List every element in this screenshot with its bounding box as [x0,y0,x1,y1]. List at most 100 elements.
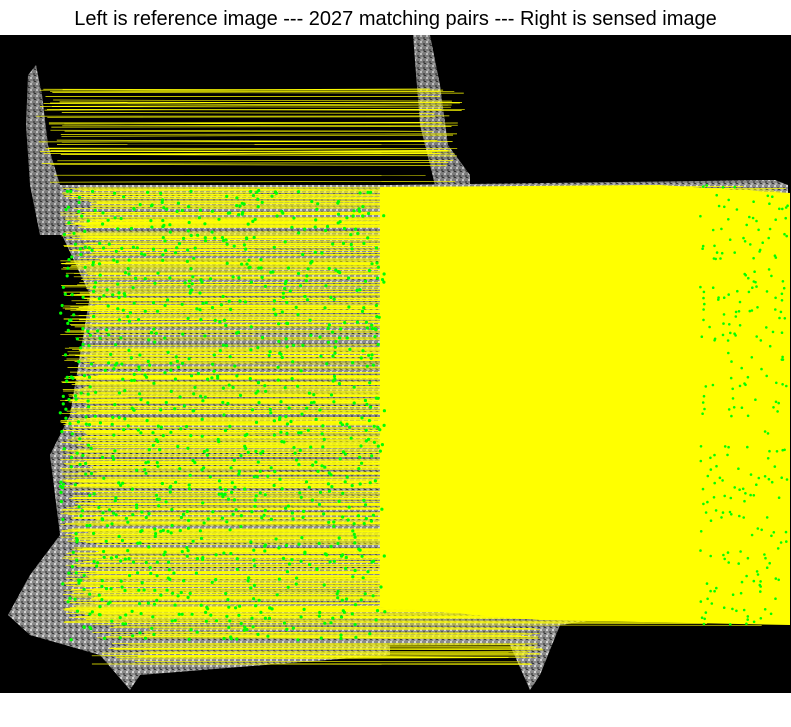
reference-keypoint [127,319,132,323]
reference-keypoint [237,276,241,280]
reference-keypoint [210,306,215,310]
sensed-keypoint [734,315,738,318]
match-line [64,582,717,585]
reference-keypoint [164,500,168,504]
reference-keypoint [329,393,334,397]
keypoints [58,184,789,642]
reference-keypoint [214,619,219,623]
reference-keypoint [92,289,96,294]
match-line [50,102,463,104]
reference-keypoint [162,206,166,210]
reference-keypoint [159,529,163,533]
reference-keypoint [322,583,326,587]
reference-keypoint [166,529,170,533]
reference-keypoint [98,273,102,277]
reference-keypoint [238,393,243,397]
sensed-keypoint [743,499,746,503]
match-line [97,390,780,393]
sensed-keypoint [728,238,732,241]
reference-keypoint [70,432,74,436]
sensed-keypoint [779,310,783,314]
reference-keypoint [252,235,256,240]
reference-keypoint [155,598,159,603]
reference-keypoint [176,444,180,449]
sensed-keypoint [771,195,774,198]
reference-keypoint [137,368,141,372]
reference-keypoint [299,615,303,619]
reference-keypoint [128,573,132,578]
reference-keypoint [252,548,256,552]
reference-keypoint [281,556,286,561]
reference-keypoint [98,421,102,425]
reference-keypoint [163,303,167,307]
reference-keypoint [227,299,231,303]
sensed-keypoint [784,216,787,220]
sensed-keypoint [701,244,705,248]
reference-keypoint [242,628,246,632]
reference-keypoint [174,480,178,484]
reference-keypoint [162,553,166,557]
reference-keypoint [192,256,196,260]
reference-keypoint [165,207,169,211]
reference-keypoint [144,471,148,475]
match-line [90,549,763,552]
reference-keypoint [337,382,342,386]
reference-keypoint [285,627,289,632]
reference-keypoint [361,349,365,353]
reference-keypoint [212,353,216,357]
reference-river-bank [26,65,70,235]
reference-keypoint [210,580,214,585]
reference-keypoint [253,504,257,508]
sensed-keypoint [702,290,706,294]
reference-keypoint [218,349,222,353]
match-line [74,395,765,398]
sensed-keypoint [768,449,771,453]
sensed-keypoint [717,298,720,301]
sensed-keypoint [780,299,784,302]
reference-keypoint [220,492,224,496]
reference-keypoint [96,329,100,333]
reference-keypoint [332,559,336,563]
sensed-keypoint [700,335,704,339]
reference-keypoint [156,424,160,428]
reference-keypoint [187,518,191,523]
reference-keypoint [67,258,71,262]
reference-keypoint [186,316,190,320]
sensed-keypoint [706,474,710,478]
reference-keypoint [268,350,272,354]
reference-keypoint [74,532,78,536]
reference-keypoint [81,342,85,346]
sensed-keypoint [729,623,732,626]
reference-keypoint [152,327,156,331]
match-line [66,507,777,510]
sensed-keypoint [712,257,716,260]
match-line [97,538,702,540]
reference-keypoint [349,242,353,247]
reference-keypoint [334,340,338,344]
reference-keypoint [120,585,124,589]
reference-keypoint [119,559,123,563]
match-line [66,410,718,413]
reference-keypoint [93,285,97,289]
reference-keypoint [335,592,339,596]
reference-keypoint [165,588,169,592]
reference-keypoint [161,218,165,223]
reference-keypoint [206,377,210,381]
reference-keypoint [153,534,157,538]
reference-keypoint [318,408,322,412]
reference-keypoint [296,313,300,317]
sensed-keypoint [738,300,742,304]
match-line [63,244,757,246]
reference-keypoint [112,258,116,262]
reference-keypoint [237,469,241,473]
sensed-keypoint [731,607,734,611]
match-line [60,154,457,157]
sensed-keypoint [757,228,760,232]
reference-keypoint [139,612,143,616]
reference-keypoint [129,356,133,360]
match-line [93,539,756,542]
reference-keypoint [333,345,337,349]
reference-keypoint [168,490,172,494]
reference-keypoint [221,294,225,299]
reference-keypoint [299,369,303,373]
